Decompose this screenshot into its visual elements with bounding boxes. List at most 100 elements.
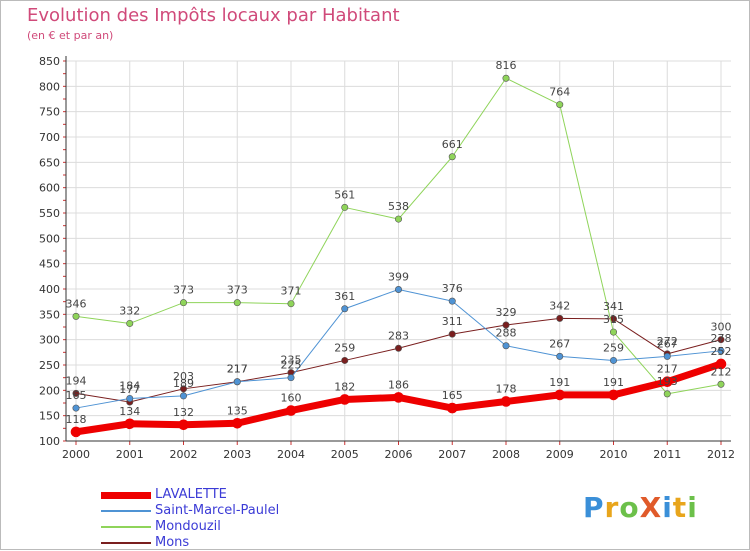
legend-item-mondouzil: Mondouzil xyxy=(101,519,279,535)
data-label: 118 xyxy=(66,413,87,426)
data-label: 341 xyxy=(603,300,624,313)
data-point xyxy=(126,394,134,402)
data-point xyxy=(72,389,80,397)
y-tick-label: 100 xyxy=(39,435,60,448)
y-tick-label: 550 xyxy=(39,207,60,220)
data-label: 165 xyxy=(66,389,87,402)
x-tick-label: 2008 xyxy=(492,448,520,461)
data-label: 178 xyxy=(496,382,517,395)
data-point xyxy=(126,319,134,327)
legend: LAVALETTE Saint-Marcel-Paulel Mondouzil … xyxy=(101,487,279,551)
legend-swatch xyxy=(101,542,151,544)
data-point xyxy=(233,299,241,307)
legend-label: Saint-Marcel-Paulel xyxy=(155,503,280,518)
y-tick-label: 300 xyxy=(39,334,60,347)
data-label: 329 xyxy=(496,306,517,319)
data-point xyxy=(341,356,349,364)
data-label: 182 xyxy=(334,380,355,393)
data-label: 165 xyxy=(442,389,463,402)
data-label: 189 xyxy=(173,377,194,390)
data-label: 235 xyxy=(281,354,302,367)
y-tick-label: 500 xyxy=(39,232,60,245)
data-label: 764 xyxy=(549,86,570,99)
data-point xyxy=(500,396,512,407)
data-label: 267 xyxy=(549,337,570,350)
data-label: 252 xyxy=(711,345,732,358)
data-point xyxy=(72,404,80,412)
data-label: 191 xyxy=(603,376,624,389)
data-point xyxy=(339,394,351,405)
y-tick-label: 750 xyxy=(39,106,60,119)
data-point xyxy=(448,330,456,338)
logo-letter: o xyxy=(619,491,640,524)
chart-title: Evolution des Impôts locaux par Habitant xyxy=(27,5,400,26)
data-point xyxy=(663,352,671,360)
data-label: 332 xyxy=(119,304,140,317)
data-point xyxy=(70,426,82,438)
x-tick-label: 2011 xyxy=(653,448,681,461)
legend-item-mons: Mons xyxy=(101,535,279,551)
data-label: 283 xyxy=(388,329,409,342)
data-label: 315 xyxy=(603,313,624,326)
x-tick-label: 2006 xyxy=(385,448,413,461)
x-tick-label: 2010 xyxy=(600,448,628,461)
data-label: 278 xyxy=(711,332,732,345)
data-point xyxy=(717,347,725,355)
data-point xyxy=(341,203,349,211)
data-point xyxy=(448,153,456,161)
logo-letter: t xyxy=(672,491,688,524)
y-tick-label: 200 xyxy=(39,384,60,397)
data-label: 217 xyxy=(227,363,248,376)
data-point xyxy=(715,358,727,370)
legend-swatch xyxy=(101,526,151,528)
data-label: 561 xyxy=(334,188,355,201)
x-tick-label: 2001 xyxy=(116,448,144,461)
data-point xyxy=(287,374,295,382)
legend-swatch xyxy=(101,491,151,499)
data-point xyxy=(72,312,80,320)
data-point xyxy=(231,417,243,429)
data-point xyxy=(393,392,404,403)
data-label: 259 xyxy=(603,341,624,354)
data-point xyxy=(502,74,510,82)
series-lines xyxy=(70,74,727,438)
x-tick-label: 2002 xyxy=(170,448,198,461)
data-label: 194 xyxy=(66,374,87,387)
data-point xyxy=(446,402,458,414)
data-label: 134 xyxy=(119,405,140,418)
proxiti-logo: ProXiti xyxy=(583,491,698,524)
data-point xyxy=(609,356,617,364)
data-label: 346 xyxy=(66,297,87,310)
data-label: 212 xyxy=(711,365,732,378)
data-point xyxy=(341,305,349,313)
data-point xyxy=(717,336,725,344)
data-label: 361 xyxy=(334,290,355,303)
data-label: 376 xyxy=(442,282,463,295)
grid-lines xyxy=(66,60,731,442)
data-label: 311 xyxy=(442,315,463,328)
data-label: 132 xyxy=(173,406,194,419)
y-tick-label: 350 xyxy=(39,308,60,321)
x-tick-label: 2012 xyxy=(707,448,735,461)
data-label: 300 xyxy=(711,321,732,334)
data-point xyxy=(285,405,297,416)
legend-swatch xyxy=(101,510,151,512)
data-label: 342 xyxy=(549,299,570,312)
legend-item-saint-marcel-paulel: Saint-Marcel-Paulel xyxy=(101,503,279,519)
data-label: 191 xyxy=(549,376,570,389)
data-label: 288 xyxy=(496,327,517,340)
y-tick-label: 850 xyxy=(39,55,60,68)
data-point xyxy=(394,344,402,352)
data-point xyxy=(287,300,295,308)
data-point xyxy=(180,392,188,400)
data-point xyxy=(233,378,241,386)
logo-letter: X xyxy=(639,491,663,524)
legend-label: Mons xyxy=(155,535,190,550)
y-tick-label: 650 xyxy=(39,156,60,169)
data-point xyxy=(717,380,725,388)
data-label: 217 xyxy=(227,363,248,376)
data-point xyxy=(663,390,671,398)
data-label: 160 xyxy=(281,392,302,405)
data-label: 135 xyxy=(227,404,248,417)
